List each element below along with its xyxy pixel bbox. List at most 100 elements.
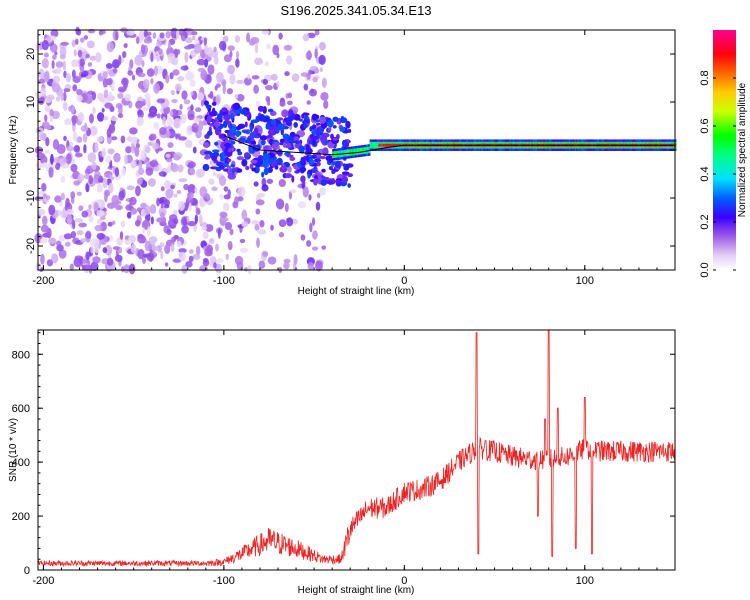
spectrogram-cell xyxy=(220,141,227,150)
spectrogram-cell xyxy=(191,35,196,41)
spectrogram-cell xyxy=(92,107,96,115)
spectrogram-cell xyxy=(49,115,54,123)
spectrogram-cell xyxy=(158,163,162,172)
spectrogram-cell xyxy=(117,113,124,119)
spectrogram-band-mid xyxy=(353,148,356,156)
spectrogram-band-mid xyxy=(375,141,378,149)
spectrogram-cell xyxy=(235,130,240,138)
spectrogram-cell xyxy=(219,40,227,51)
spectrogram-cell xyxy=(281,109,289,118)
spectrogram-band-core xyxy=(395,143,398,147)
spectrogram-cell xyxy=(206,193,210,200)
spectrogram-cell xyxy=(266,178,274,184)
spectrogram-cell xyxy=(44,114,48,122)
spectrogram-cell xyxy=(278,219,287,228)
spectrogram-cell xyxy=(156,113,161,119)
spectrogram-cell xyxy=(243,130,249,134)
spectrogram-cell xyxy=(177,76,185,82)
spectrogram-cell xyxy=(249,125,253,133)
spectrogram-cell xyxy=(191,31,198,36)
spectrogram-cell xyxy=(284,202,289,212)
spectrogram-cell xyxy=(253,84,259,94)
spectrogram-cell xyxy=(114,254,123,263)
spectrogram-cell xyxy=(190,104,194,111)
spectrogram-cell xyxy=(205,104,212,109)
spectrogram-cell xyxy=(347,173,354,178)
spectrogram-cell xyxy=(137,72,146,78)
spectrogram-cell xyxy=(40,237,48,244)
spectrogram-cell xyxy=(183,45,193,50)
spectrogram-cell xyxy=(71,106,75,115)
spectrogram-cell xyxy=(111,194,120,206)
spectrogram-cell xyxy=(251,220,260,225)
spectrogram-cell xyxy=(180,113,187,124)
spectrogram-cell xyxy=(197,92,205,101)
spectrogram-cell xyxy=(169,72,174,80)
spectrogram-cell xyxy=(261,139,266,146)
y-tick-label: 20 xyxy=(25,48,37,60)
spectrogram-cell xyxy=(318,54,326,66)
spectrogram-band-mid xyxy=(366,146,369,154)
spectrogram-cell xyxy=(142,227,146,234)
spectrogram-cell xyxy=(120,266,125,273)
spectrogram-cell xyxy=(190,167,195,176)
spectrogram-cell xyxy=(257,229,267,235)
spectrogram-cell xyxy=(207,64,215,75)
spectrogram-cell xyxy=(137,109,143,116)
spectrogram-cell xyxy=(266,135,273,139)
spectrogram-cell xyxy=(184,51,189,63)
spectrogram-cell xyxy=(218,264,222,274)
spectrogram-cell xyxy=(278,178,286,188)
spectrogram-cell xyxy=(266,98,271,106)
spectrogram-band-core xyxy=(382,143,385,147)
spectrogram-cell xyxy=(143,29,148,38)
spectrogram-cell xyxy=(127,239,131,244)
spectrogram-cell xyxy=(46,259,54,267)
spectrogram-x-label: Height of straight line (km) xyxy=(298,286,415,297)
spectrogram-cell xyxy=(39,132,47,141)
spectrogram-cell xyxy=(236,156,245,161)
spectrogram-cell xyxy=(107,221,113,227)
spectrogram-cell xyxy=(96,112,105,122)
spectrogram-cell xyxy=(188,191,194,200)
spectrogram-band-mid xyxy=(346,149,349,157)
spectrogram-cell xyxy=(130,243,137,254)
spectrogram-cell xyxy=(202,231,209,240)
spectrogram-cell xyxy=(148,236,158,244)
spectrogram-cell xyxy=(136,177,143,186)
spectrogram-cell xyxy=(79,58,85,67)
spectrogram-cell xyxy=(315,119,320,123)
spectrogram-cell xyxy=(71,39,76,48)
spectrogram-cell xyxy=(236,125,242,130)
spectrogram-cell xyxy=(291,113,296,118)
spectrogram-cell xyxy=(312,124,317,130)
spectrogram-cell xyxy=(195,208,201,215)
spectrogram-cell xyxy=(70,191,76,200)
spectrogram-cell xyxy=(48,166,54,178)
spectrogram-cell xyxy=(277,123,286,131)
spectrogram-cell xyxy=(258,113,266,122)
spectrogram-cell xyxy=(147,178,156,187)
spectrogram-cell xyxy=(223,168,229,172)
spectrogram-cell xyxy=(118,190,125,201)
x-tick-label: -200 xyxy=(32,575,54,587)
spectrogram-cell xyxy=(181,264,188,275)
spectrogram-cell xyxy=(106,257,114,266)
spectrogram-band-core xyxy=(384,143,387,147)
spectrogram-cell xyxy=(185,71,195,81)
spectrogram-cell xyxy=(319,67,324,73)
spectrogram-cell xyxy=(213,151,220,158)
spectrogram-cell xyxy=(140,44,146,55)
spectrogram-cell xyxy=(207,93,213,98)
spectrogram-cell xyxy=(94,141,99,153)
spectrogram-cell xyxy=(235,50,240,59)
spectrogram-cell xyxy=(91,91,97,101)
spectrogram-cell xyxy=(121,167,127,176)
spectrogram-cell xyxy=(110,85,115,92)
spectrogram-cell xyxy=(314,29,320,36)
spectrogram-cell xyxy=(43,71,50,83)
spectrogram-cell xyxy=(178,136,187,141)
snr-frame xyxy=(37,329,676,571)
spectrogram-cell xyxy=(85,53,90,59)
